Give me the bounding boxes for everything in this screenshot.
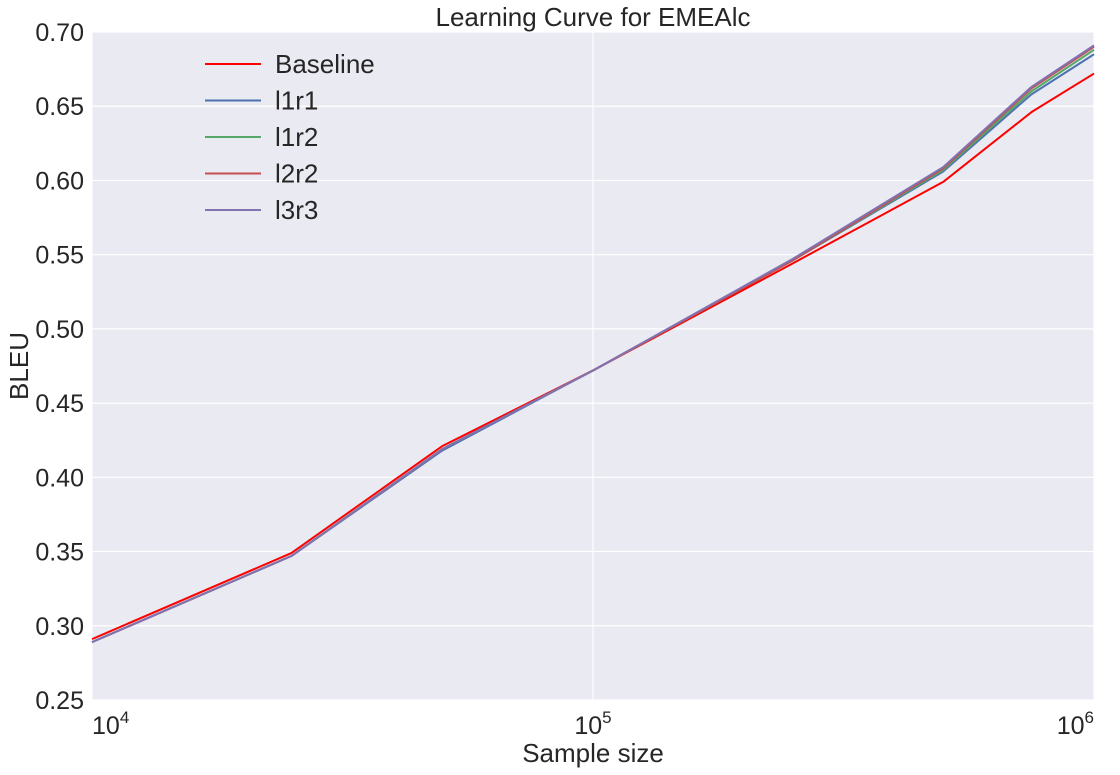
y-tick-label: 0.50: [35, 316, 84, 344]
legend-label-l2r2: l2r2: [275, 159, 318, 189]
y-tick-label: 0.25: [35, 687, 84, 715]
y-tick-label: 0.65: [35, 93, 84, 121]
y-tick-label: 0.55: [35, 242, 84, 270]
y-tick-label: 0.40: [35, 464, 84, 492]
legend-label-l1r2: l1r2: [275, 122, 318, 152]
x-tick-label: 104: [92, 708, 129, 740]
y-axis-label: BLEU: [4, 332, 34, 400]
series-lines: [91, 44, 1095, 644]
legend-label-baseline: Baseline: [275, 49, 375, 79]
y-tick-label: 0.30: [35, 613, 84, 641]
x-tick-label: 105: [574, 708, 611, 740]
y-tick-label: 0.45: [35, 390, 84, 418]
y-tick-labels: 0.25 0.30 0.35 0.40 0.45 0.50 0.55 0.60 0.65 0.70: [35, 19, 84, 715]
x-axis-label: Sample size: [522, 738, 664, 768]
grid-lines: [91, 31, 1095, 701]
x-tick-labels: 104 105 106: [92, 708, 1094, 740]
x-tick-label: 106: [1057, 708, 1094, 740]
y-tick-label: 0.35: [35, 539, 84, 567]
legend-label-l1r1: l1r1: [275, 86, 318, 116]
legend-label-l3r3: l3r3: [275, 195, 318, 225]
series-line-l3r3: [91, 44, 1095, 644]
legend: Baseline l1r1 l1r2 l2r2 l3r3: [205, 49, 375, 225]
chart-title: Learning Curve for EMEAlc: [435, 2, 750, 32]
series-line-baseline: [91, 72, 1095, 641]
y-tick-label: 0.60: [35, 167, 84, 195]
y-tick-label: 0.70: [35, 19, 84, 47]
